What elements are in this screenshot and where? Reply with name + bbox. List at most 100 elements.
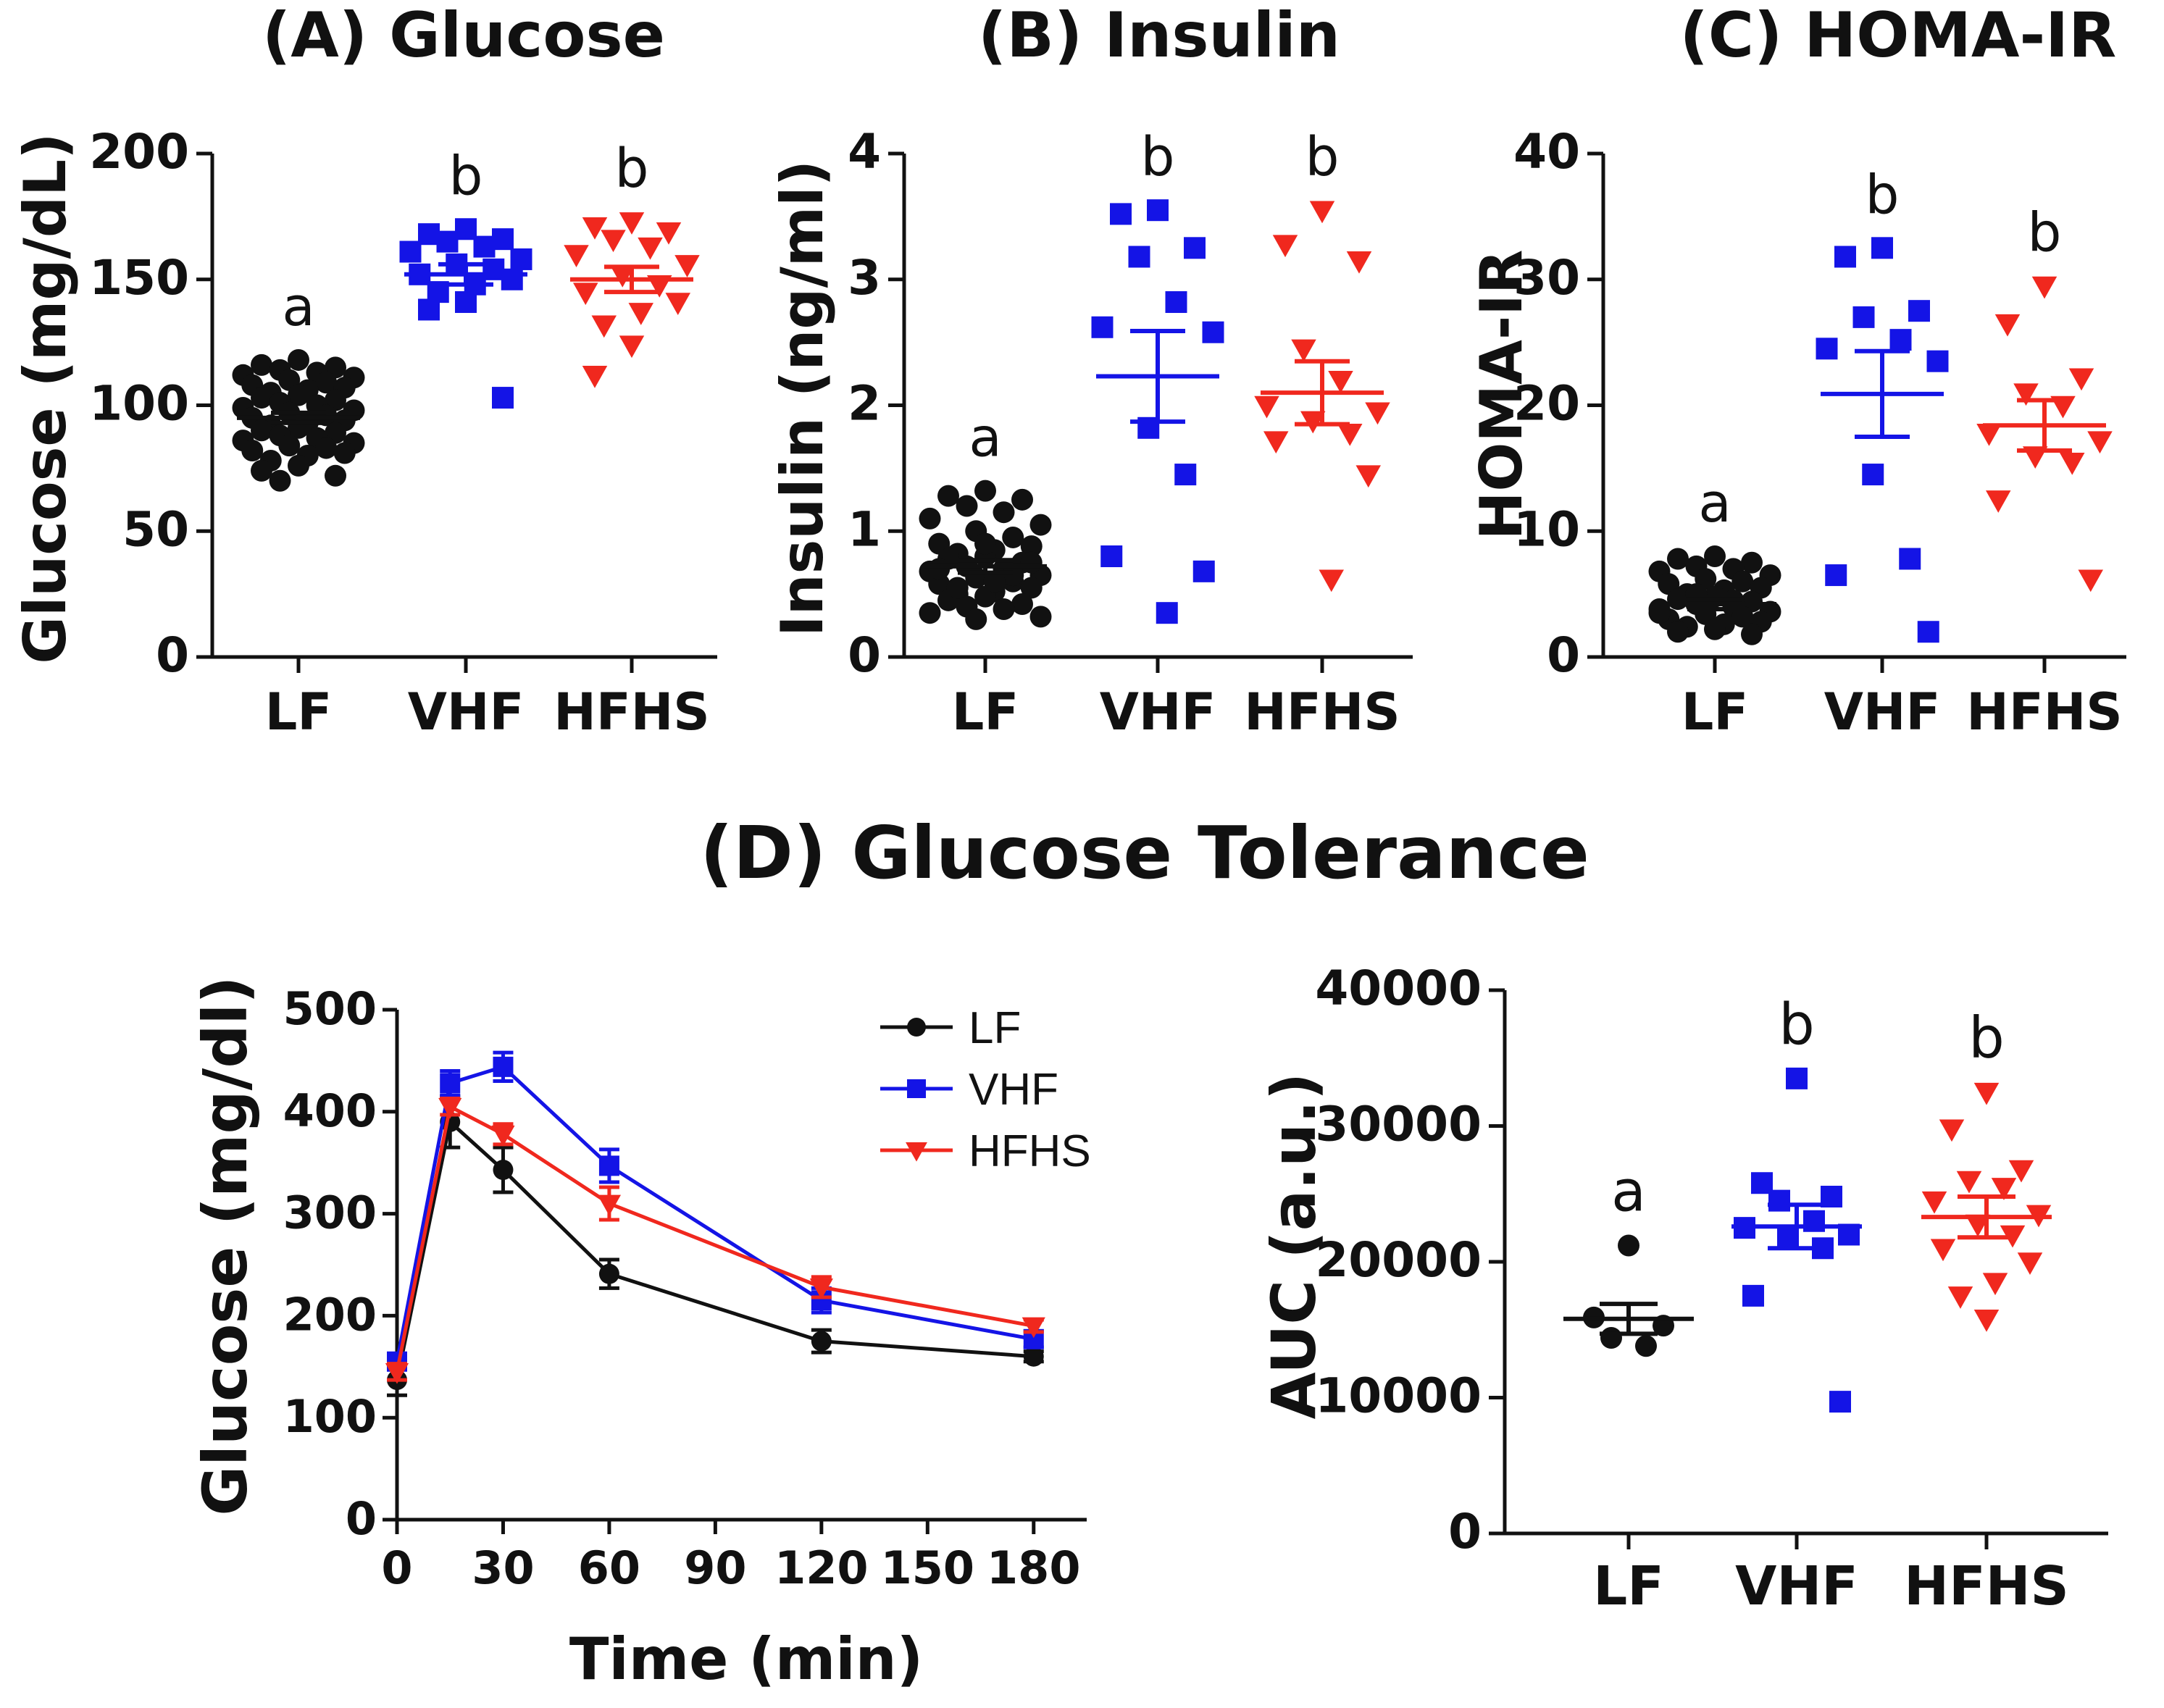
y-tick-label: 1 [848,501,881,557]
x-tick-label: LF [1682,682,1748,742]
data-point [1889,329,1912,351]
data-point [674,255,700,277]
panel-b-data-points: a b b [919,126,1390,630]
data-point [1829,1391,1851,1413]
y-tick-label: 20000 [1315,1232,1482,1288]
data-point [418,223,440,246]
series-lf [387,1094,1044,1397]
data-point [440,1073,461,1094]
data-point [1022,1317,1045,1339]
data-point [928,558,951,580]
series-line [395,1104,1035,1373]
data-point [1110,203,1132,225]
data-point [1346,251,1372,274]
x-tick-label: VHF [1824,682,1941,742]
significance-letter: b [1866,164,1900,226]
y-tick-label: 100 [89,376,189,432]
data-point [1011,488,1033,511]
data-point [1291,339,1316,362]
data-point [610,265,635,288]
data-point [573,282,598,306]
data-point [1986,490,2011,513]
x-tick-label: HFHS [1904,1555,2069,1617]
panel-d-auc-chart: AUC (a.u.) 0 10000 20000 30000 40000 LF VHF HFH… [1258,960,2108,1617]
data-point [965,608,987,630]
significance-letter: b [1305,126,1340,188]
y-tick-label: 200 [283,1288,377,1341]
panel-d-auc-data-points: a b b [1563,992,2052,1413]
data-point [2068,368,2094,391]
data-point [492,387,514,409]
data-point [2017,1252,2043,1275]
y-tick-label: 20 [1513,376,1580,432]
data-point [1147,199,1169,222]
data-point [582,366,608,388]
data-point [937,485,959,507]
data-point [597,1194,622,1216]
panel-b-title: (B) Insulin [978,0,1340,72]
y-tick-label: 300 [283,1186,377,1239]
series-hfhs [564,212,700,388]
x-tick-label: 90 [684,1541,746,1594]
panel-a-y-axis-label: Glucose (mg/dL) [12,133,79,663]
series-line [395,1065,1035,1362]
panel-d-line-chart: Glucose (mg/dl) Time (min) 0100200300400… [190,976,1091,1693]
data-point [1156,602,1178,624]
data-point [1786,1067,1808,1089]
data-point [619,335,645,359]
data-point [1731,570,1754,593]
data-point [1184,237,1206,259]
data-point [1011,593,1033,616]
data-point [278,435,301,457]
series-hfhs [1921,1082,2052,1332]
legend-marker [907,1018,926,1037]
data-point [269,469,291,492]
y-tick-label: 400 [283,1084,377,1137]
data-point [1956,1171,1982,1194]
y-tick-label: 0 [346,1492,377,1545]
legend-marker [907,1079,926,1098]
data-point [399,240,422,263]
data-point [1002,526,1024,548]
data-point [455,291,477,314]
panel-c-axes: 0 10 20 30 40 LF VHF HFHS [1513,124,2126,742]
y-tick-label: 40 [1513,124,1580,180]
data-point [1939,1119,1965,1142]
x-tick-label: VHF [408,682,525,742]
series-line [395,1118,1034,1381]
data-point [1100,545,1123,567]
data-point [385,1362,409,1384]
x-tick-label: LF [265,682,332,742]
x-tick-label: VHF [1100,682,1216,742]
data-point [288,348,309,371]
data-point [1667,548,1689,570]
data-point [598,1263,619,1284]
y-tick-label: 10 [1513,501,1580,557]
data-point [665,293,690,316]
data-point [1600,1327,1622,1349]
data-point [1947,1286,1973,1309]
data-point [315,437,338,459]
data-point [919,602,941,624]
data-point [809,1278,833,1299]
data-point [1128,246,1150,268]
data-point [455,218,477,240]
data-point [1862,464,1884,486]
y-tick-label: 4 [848,124,881,180]
x-tick-label: 180 [987,1541,1080,1594]
data-point [1973,1082,2000,1105]
x-tick-label: 150 [881,1541,974,1594]
panel-c-data-points: a b b [1648,164,2113,645]
data-point [1020,551,1043,574]
legend-label: LF [969,1003,1021,1053]
data-point [492,228,514,251]
data-point [983,570,1006,593]
data-point [1741,623,1763,645]
data-point [1704,545,1726,567]
y-tick-label: 30 [1513,250,1580,306]
data-point [1852,306,1875,328]
data-point [2008,1160,2034,1183]
panel-d-auc-y-axis-label: AUC (a.u.) [1258,1073,1329,1420]
series-hfhs [385,1096,1045,1384]
data-point [1921,1191,1947,1214]
